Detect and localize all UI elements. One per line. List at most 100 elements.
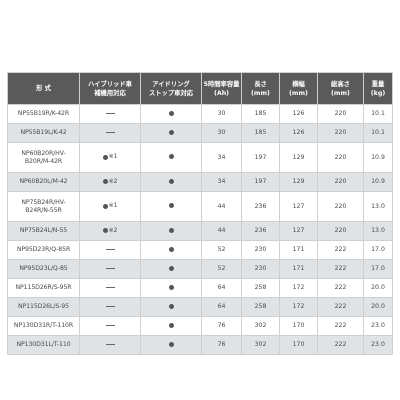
length-cell: 236 bbox=[241, 221, 280, 241]
supported-dot-icon bbox=[102, 228, 108, 233]
width-cell: 129 bbox=[279, 172, 318, 192]
model-cell: NP75B24R/HV- B24R/N-55R bbox=[7, 191, 80, 222]
hybrid-support-cell bbox=[79, 297, 141, 317]
supported-dot-icon bbox=[168, 129, 174, 135]
weight-cell: 13.0 bbox=[363, 221, 393, 241]
model-cell: NP95D23R/Q-85R bbox=[7, 240, 80, 260]
header-capacity: 5時間率容量 (Ah) bbox=[201, 72, 242, 105]
idle-stop-support-cell bbox=[140, 335, 202, 355]
table-row: NP60B20L/M-42 ※2 34 197 129 220 10.9 bbox=[7, 172, 393, 192]
length-cell: 302 bbox=[241, 316, 280, 336]
model-cell: NP60B20R/HV- B20R/M-42R bbox=[7, 142, 80, 173]
hybrid-support-cell bbox=[79, 240, 141, 260]
table-row: NP130D31R/T-110R 76 302 170 222 23.0 bbox=[7, 316, 393, 336]
height-cell: 220 bbox=[317, 142, 364, 173]
table-row: NP75B24L/N-55 ※2 44 236 127 220 13.0 bbox=[7, 221, 393, 241]
table-body: NP55B19R/K-42R 30 185 126 220 10.1 NP55B19L/K-… bbox=[7, 104, 393, 355]
width-cell: 171 bbox=[279, 240, 318, 260]
supported-dot-icon bbox=[168, 178, 174, 184]
idle-stop-support-cell bbox=[140, 221, 202, 241]
hybrid-support-cell bbox=[79, 335, 141, 355]
length-cell: 302 bbox=[241, 335, 280, 355]
not-supported-dash-icon bbox=[105, 343, 115, 345]
length-cell: 258 bbox=[241, 278, 280, 298]
width-cell: 170 bbox=[279, 335, 318, 355]
header-height: 総高さ (mm) bbox=[317, 72, 364, 105]
height-cell: 222 bbox=[317, 240, 364, 260]
height-cell: 222 bbox=[317, 278, 364, 298]
supported-dot-icon bbox=[168, 303, 174, 309]
width-cell: 129 bbox=[279, 142, 318, 173]
length-cell: 197 bbox=[241, 142, 280, 173]
idle-stop-support-cell bbox=[140, 278, 202, 298]
supported-dot-icon bbox=[102, 154, 108, 160]
header-weight: 重量 (kg) bbox=[363, 72, 393, 105]
length-cell: 258 bbox=[241, 297, 280, 317]
weight-cell: 20.0 bbox=[363, 278, 393, 298]
header-width: 横幅 (mm) bbox=[279, 72, 318, 105]
height-cell: 222 bbox=[317, 297, 364, 317]
not-supported-dash-icon bbox=[105, 267, 115, 269]
supported-dot-icon bbox=[102, 179, 108, 184]
height-cell: 220 bbox=[317, 172, 364, 192]
width-cell: 172 bbox=[279, 278, 318, 298]
not-supported-dash-icon bbox=[105, 324, 115, 326]
idle-stop-support-cell bbox=[140, 240, 202, 260]
not-supported-dash-icon bbox=[105, 305, 115, 307]
hybrid-support-cell bbox=[79, 316, 141, 336]
supported-dot-icon bbox=[168, 265, 174, 271]
supported-dot-icon bbox=[168, 110, 174, 116]
model-cell: NP115D26L/S-95 bbox=[7, 297, 80, 317]
not-supported-dash-icon bbox=[105, 131, 115, 133]
model-cell: NP55B19L/K-42 bbox=[7, 123, 80, 143]
idle-stop-support-cell bbox=[140, 259, 202, 279]
hybrid-support-cell: ※1 bbox=[79, 142, 141, 173]
weight-cell: 20.0 bbox=[363, 297, 393, 317]
table-row: NP95D23R/Q-85R 52 230 171 222 17.0 bbox=[7, 240, 393, 260]
idle-stop-support-cell bbox=[140, 297, 202, 317]
capacity-cell: 44 bbox=[201, 191, 242, 222]
capacity-cell: 52 bbox=[201, 259, 242, 279]
height-cell: 220 bbox=[317, 221, 364, 241]
table-row: NP130D31L/T-110 76 302 170 222 23.0 bbox=[7, 335, 393, 355]
height-cell: 220 bbox=[317, 104, 364, 124]
capacity-cell: 34 bbox=[201, 142, 242, 173]
hybrid-support-cell bbox=[79, 123, 141, 143]
height-cell: 222 bbox=[317, 259, 364, 279]
supported-dot-icon bbox=[168, 154, 174, 159]
length-cell: 197 bbox=[241, 172, 280, 192]
table-row: NP95D23L/Q-85 52 230 171 222 17.0 bbox=[7, 259, 393, 279]
table-row: NP115D26L/S-95 64 258 172 222 20.0 bbox=[7, 297, 393, 317]
weight-cell: 10.9 bbox=[363, 142, 393, 173]
height-cell: 220 bbox=[317, 123, 364, 143]
length-cell: 230 bbox=[241, 240, 280, 260]
table-row: NP60B20R/HV- B20R/M-42R ※1 34 197 129 220 10.9 bbox=[7, 142, 393, 173]
weight-cell: 10.9 bbox=[363, 172, 393, 192]
not-supported-dash-icon bbox=[105, 112, 115, 114]
idle-stop-support-cell bbox=[140, 191, 202, 222]
supported-dot-icon bbox=[168, 341, 174, 347]
weight-cell: 10.1 bbox=[363, 123, 393, 143]
not-supported-dash-icon bbox=[105, 286, 115, 288]
width-cell: 171 bbox=[279, 259, 318, 279]
length-cell: 185 bbox=[241, 123, 280, 143]
capacity-cell: 64 bbox=[201, 278, 242, 298]
idle-stop-support-cell bbox=[140, 316, 202, 336]
hybrid-support-cell: ※2 bbox=[79, 172, 141, 192]
footnote-mark: ※1 bbox=[108, 202, 118, 209]
model-cell: NP55B19R/K-42R bbox=[7, 104, 80, 124]
header-row: 形 式ハイブリッド車 補機用対応 アイドリング ストップ車対応 5時間率容量 (Ah… bbox=[7, 72, 393, 105]
idle-stop-support-cell bbox=[140, 123, 202, 143]
length-cell: 230 bbox=[241, 259, 280, 279]
height-cell: 220 bbox=[317, 191, 364, 222]
table-row: NP55B19L/K-42 30 185 126 220 10.1 bbox=[7, 123, 393, 143]
capacity-cell: 30 bbox=[201, 123, 242, 143]
supported-dot-icon bbox=[168, 284, 174, 290]
hybrid-support-cell bbox=[79, 259, 141, 279]
capacity-cell: 30 bbox=[201, 104, 242, 124]
weight-cell: 23.0 bbox=[363, 316, 393, 336]
hybrid-support-cell bbox=[79, 104, 141, 124]
capacity-cell: 52 bbox=[201, 240, 242, 260]
header-model: 形 式 bbox=[7, 72, 80, 105]
weight-cell: 17.0 bbox=[363, 240, 393, 260]
